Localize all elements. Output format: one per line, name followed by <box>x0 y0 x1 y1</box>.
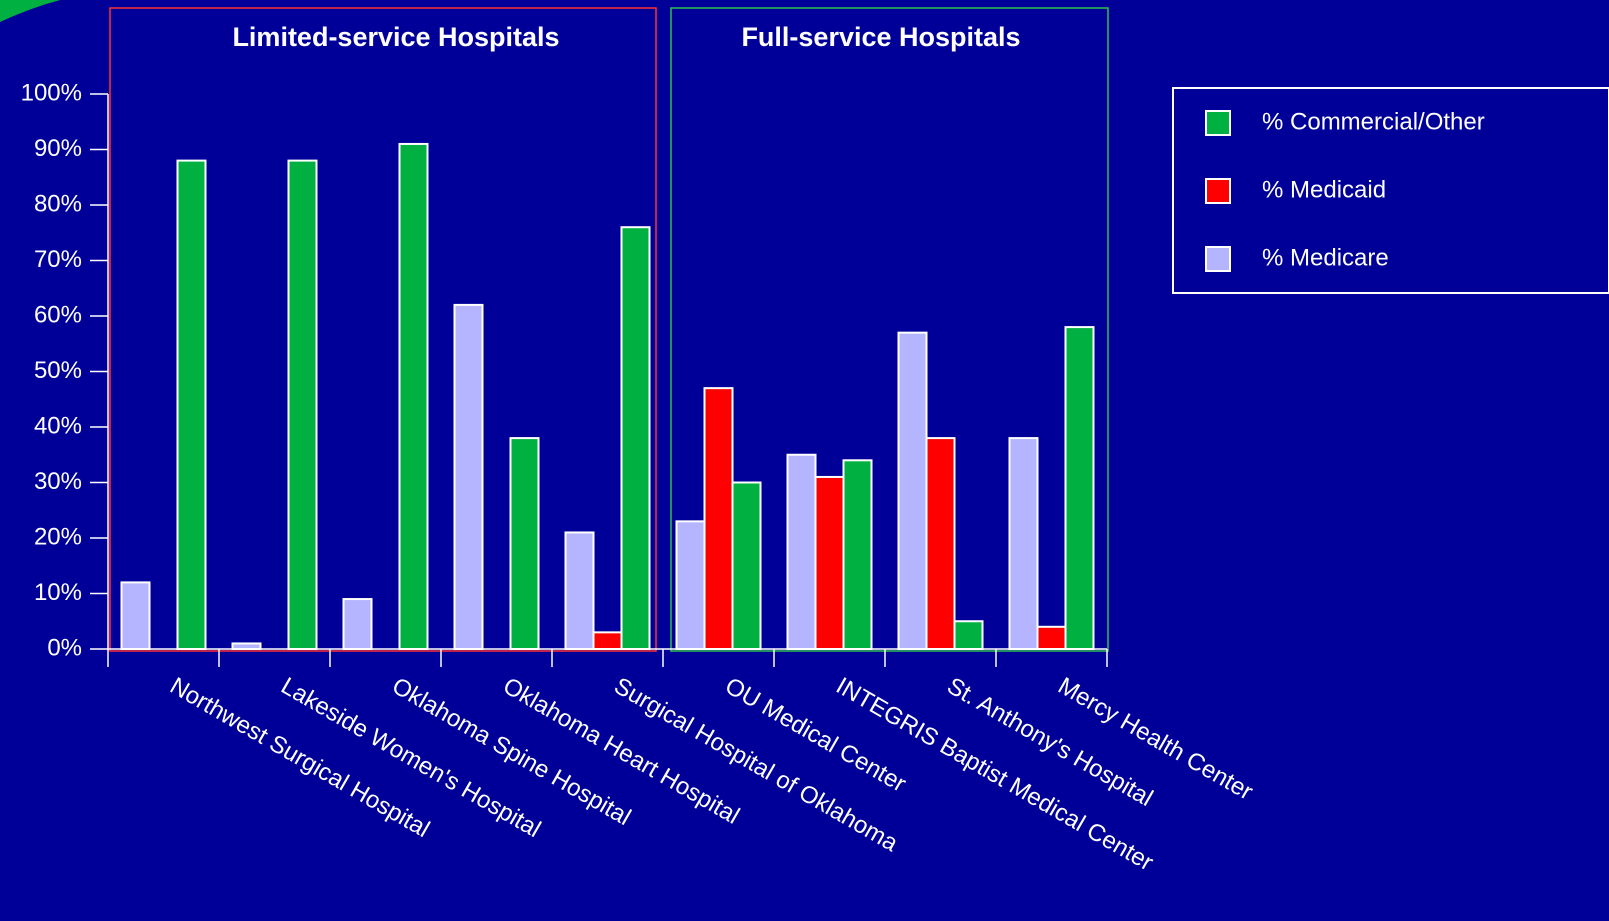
full-panel <box>670 7 1109 652</box>
legend-box <box>1172 87 1609 294</box>
y-tick-label: 60% <box>34 301 82 328</box>
corner-decoration <box>0 0 60 22</box>
bar <box>620 226 651 650</box>
y-tick-label: 80% <box>34 190 82 217</box>
bar <box>231 642 262 651</box>
bar <box>564 531 595 651</box>
y-tick-label: 0% <box>47 634 82 661</box>
bar <box>120 581 151 651</box>
bar <box>1036 625 1067 650</box>
x-tick-label: Mercy Health Center <box>1053 672 1257 805</box>
panel-title: Full-service Hospitals <box>741 22 1020 52</box>
limited-panel <box>109 7 657 652</box>
bar <box>453 303 484 650</box>
bar <box>592 631 623 650</box>
legend-label: % Medicaid <box>1262 176 1386 203</box>
bar <box>703 387 734 650</box>
bar <box>925 437 956 650</box>
bar <box>786 453 817 650</box>
bar <box>842 459 873 650</box>
legend-swatch <box>1205 246 1231 272</box>
bar <box>675 520 706 650</box>
legend-label: % Commercial/Other <box>1262 108 1485 135</box>
y-tick-label: 30% <box>34 468 82 495</box>
y-tick-label: 50% <box>34 357 82 384</box>
y-tick-label: 40% <box>34 412 82 439</box>
panel-title: Limited-service Hospitals <box>232 22 559 52</box>
bar <box>509 437 540 650</box>
bar <box>897 331 928 650</box>
bar <box>287 159 318 650</box>
bar <box>814 475 845 651</box>
legend-swatch <box>1205 110 1231 136</box>
y-tick-label: 10% <box>34 579 82 606</box>
x-tick-label: OU Medical Center <box>720 672 910 797</box>
y-tick-label: 90% <box>34 135 82 162</box>
bar <box>342 598 373 650</box>
bar <box>731 481 762 650</box>
legend-swatch <box>1205 178 1231 204</box>
bar <box>953 620 984 650</box>
y-tick-label: 100% <box>21 79 82 106</box>
y-tick-label: 20% <box>34 523 82 550</box>
bar <box>1008 437 1039 650</box>
bar <box>1064 326 1095 650</box>
y-tick-label: 70% <box>34 246 82 273</box>
bar <box>398 142 429 650</box>
legend-label: % Medicare <box>1262 244 1389 271</box>
bar <box>176 159 207 650</box>
